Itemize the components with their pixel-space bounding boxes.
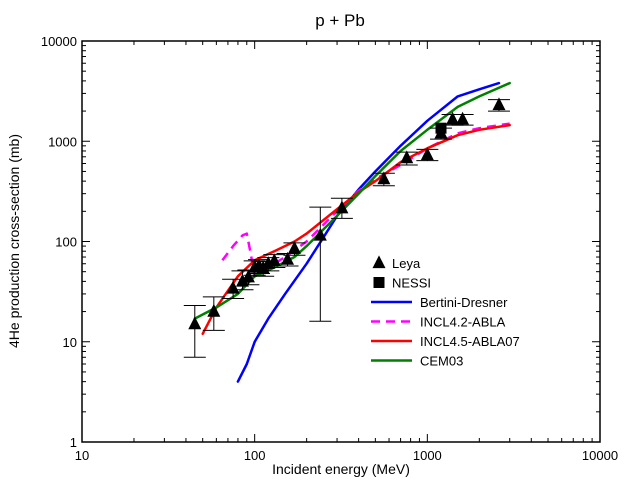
leya-point <box>188 316 202 330</box>
leya-point <box>446 111 460 125</box>
x-tick-label: 1000 <box>413 448 442 463</box>
leya-point <box>313 227 327 241</box>
y-axis-title: 4He production cross-section (mb) <box>6 134 22 348</box>
y-tick-label: 10000 <box>41 34 77 49</box>
legend-incl4-5-abla07-label: INCL4.5-ABLA07 <box>420 334 520 349</box>
y-tick-label: 1 <box>70 435 77 450</box>
leya-point <box>281 251 295 265</box>
legend-nessi-symbol <box>373 277 385 288</box>
series-line-incl4-2-abla <box>221 122 510 278</box>
x-tick-label: 10 <box>75 448 89 463</box>
leya-point <box>267 253 281 267</box>
leya-point <box>420 147 434 161</box>
nessi-point <box>435 122 447 134</box>
leya-point <box>235 273 249 287</box>
y-tick-label: 1000 <box>48 134 77 149</box>
legend-cem03-label: CEM03 <box>420 354 463 369</box>
leya-point <box>226 280 240 294</box>
leya-point <box>377 171 391 185</box>
leya-point <box>207 303 221 317</box>
leya-point <box>456 111 470 125</box>
leya-point <box>287 240 301 254</box>
legend-leya-label: Leya <box>392 256 421 271</box>
legend-nessi-label: NESSI <box>392 276 431 291</box>
legend-leya-symbol <box>372 255 386 269</box>
data-markers <box>183 97 510 358</box>
legend: Leya NESSI Bertini-Dresner INCL4.2-ABLA INCL… <box>371 255 520 369</box>
legend-bertini-dresner-label: Bertini-Dresner <box>420 295 508 310</box>
leya-point <box>335 200 349 214</box>
y-tick-label: 10 <box>63 335 77 350</box>
leya-point <box>241 269 255 283</box>
plot-frame <box>81 40 601 443</box>
x-tick-label: 10000 <box>582 448 618 463</box>
legend-incl4-2-abla-label: INCL4.2-ABLA <box>420 315 506 330</box>
y-tick-label: 100 <box>55 235 77 250</box>
leya-point <box>400 150 414 164</box>
leya-point <box>492 97 506 111</box>
axis-ticks <box>81 40 601 443</box>
chart-title: p + Pb <box>315 11 365 30</box>
x-tick-label: 100 <box>244 448 266 463</box>
x-axis-title: Incident energy (MeV) <box>272 461 410 477</box>
